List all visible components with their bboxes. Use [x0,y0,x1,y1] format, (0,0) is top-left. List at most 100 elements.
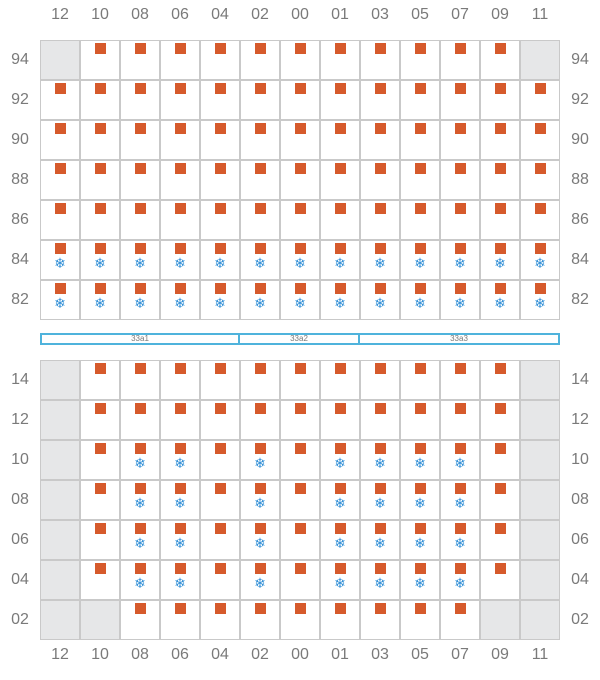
slot-04-88[interactable] [200,160,240,200]
slot-12-90[interactable] [40,120,80,160]
slot-06-02[interactable] [160,600,200,640]
slot-09-06[interactable] [480,520,520,560]
slot-02-12[interactable] [240,400,280,440]
slot-03-86[interactable] [360,200,400,240]
slot-07-84[interactable]: ❄ [440,240,480,280]
slot-10-10[interactable] [80,440,120,480]
slot-04-94[interactable] [200,40,240,80]
slot-06-12[interactable] [160,400,200,440]
slot-06-06[interactable]: ❄ [160,520,200,560]
slot-11-86[interactable] [520,200,560,240]
slot-10-06[interactable] [80,520,120,560]
slot-00-02[interactable] [280,600,320,640]
slot-02-86[interactable] [240,200,280,240]
slot-10-82[interactable]: ❄ [80,280,120,320]
slot-07-90[interactable] [440,120,480,160]
slot-06-92[interactable] [160,80,200,120]
slot-04-86[interactable] [200,200,240,240]
slot-12-82[interactable]: ❄ [40,280,80,320]
slot-03-06[interactable]: ❄ [360,520,400,560]
slot-05-08[interactable]: ❄ [400,480,440,520]
slot-04-02[interactable] [200,600,240,640]
slot-03-10[interactable]: ❄ [360,440,400,480]
slot-08-92[interactable] [120,80,160,120]
slot-04-92[interactable] [200,80,240,120]
slot-05-92[interactable] [400,80,440,120]
slot-01-12[interactable] [320,400,360,440]
slot-08-06[interactable]: ❄ [120,520,160,560]
slot-05-86[interactable] [400,200,440,240]
slot-02-88[interactable] [240,160,280,200]
slot-10-88[interactable] [80,160,120,200]
slot-07-10[interactable]: ❄ [440,440,480,480]
slot-02-92[interactable] [240,80,280,120]
slot-03-14[interactable] [360,360,400,400]
slot-06-82[interactable]: ❄ [160,280,200,320]
slot-04-10[interactable] [200,440,240,480]
slot-00-12[interactable] [280,400,320,440]
slot-01-04[interactable]: ❄ [320,560,360,600]
slot-01-10[interactable]: ❄ [320,440,360,480]
slot-09-94[interactable] [480,40,520,80]
slot-06-94[interactable] [160,40,200,80]
slot-03-92[interactable] [360,80,400,120]
slot-08-88[interactable] [120,160,160,200]
slot-01-14[interactable] [320,360,360,400]
slot-05-10[interactable]: ❄ [400,440,440,480]
slot-08-82[interactable]: ❄ [120,280,160,320]
slot-12-92[interactable] [40,80,80,120]
slot-08-04[interactable]: ❄ [120,560,160,600]
slot-07-88[interactable] [440,160,480,200]
slot-02-90[interactable] [240,120,280,160]
slot-02-94[interactable] [240,40,280,80]
slot-08-86[interactable] [120,200,160,240]
slot-09-14[interactable] [480,360,520,400]
slot-04-82[interactable]: ❄ [200,280,240,320]
slot-01-82[interactable]: ❄ [320,280,360,320]
slot-00-92[interactable] [280,80,320,120]
slot-09-82[interactable]: ❄ [480,280,520,320]
slot-01-08[interactable]: ❄ [320,480,360,520]
slot-10-08[interactable] [80,480,120,520]
slot-09-04[interactable] [480,560,520,600]
slot-00-08[interactable] [280,480,320,520]
slot-03-02[interactable] [360,600,400,640]
slot-07-12[interactable] [440,400,480,440]
slot-05-88[interactable] [400,160,440,200]
slot-02-82[interactable]: ❄ [240,280,280,320]
slot-01-92[interactable] [320,80,360,120]
slot-04-84[interactable]: ❄ [200,240,240,280]
slot-00-84[interactable]: ❄ [280,240,320,280]
slot-05-14[interactable] [400,360,440,400]
slot-10-04[interactable] [80,560,120,600]
slot-10-86[interactable] [80,200,120,240]
slot-10-90[interactable] [80,120,120,160]
slot-02-08[interactable]: ❄ [240,480,280,520]
slot-09-86[interactable] [480,200,520,240]
slot-07-92[interactable] [440,80,480,120]
slot-00-88[interactable] [280,160,320,200]
slot-12-86[interactable] [40,200,80,240]
slot-01-86[interactable] [320,200,360,240]
slot-04-06[interactable] [200,520,240,560]
slot-11-82[interactable]: ❄ [520,280,560,320]
slot-08-94[interactable] [120,40,160,80]
slot-09-92[interactable] [480,80,520,120]
slot-08-14[interactable] [120,360,160,400]
slot-01-02[interactable] [320,600,360,640]
slot-03-88[interactable] [360,160,400,200]
slot-02-84[interactable]: ❄ [240,240,280,280]
slot-01-94[interactable] [320,40,360,80]
slot-07-06[interactable]: ❄ [440,520,480,560]
slot-07-86[interactable] [440,200,480,240]
slot-02-06[interactable]: ❄ [240,520,280,560]
slot-11-84[interactable]: ❄ [520,240,560,280]
slot-05-90[interactable] [400,120,440,160]
slot-00-82[interactable]: ❄ [280,280,320,320]
slot-00-90[interactable] [280,120,320,160]
slot-01-84[interactable]: ❄ [320,240,360,280]
slot-03-04[interactable]: ❄ [360,560,400,600]
slot-09-12[interactable] [480,400,520,440]
slot-06-08[interactable]: ❄ [160,480,200,520]
slot-01-90[interactable] [320,120,360,160]
